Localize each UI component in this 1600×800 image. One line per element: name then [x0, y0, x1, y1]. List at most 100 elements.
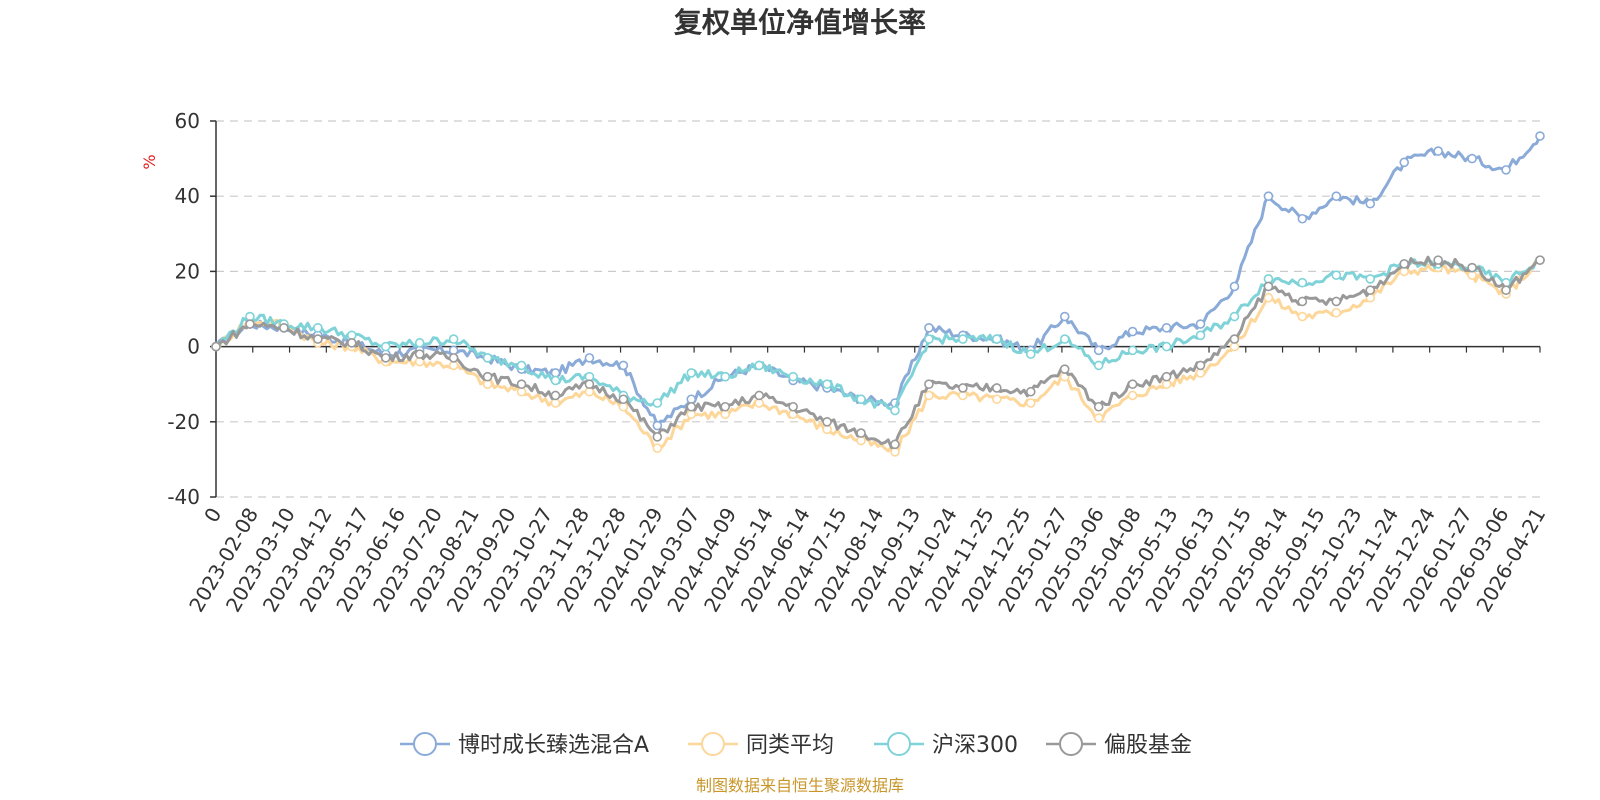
data-point: [584, 379, 595, 390]
data-point: [924, 322, 934, 333]
data-point: [414, 338, 425, 348]
data-point: [856, 394, 866, 405]
series-line-1: [215, 258, 1541, 454]
data-point: [1331, 307, 1342, 318]
data-point: [482, 353, 493, 363]
data-point: [1535, 255, 1545, 265]
data-point: [550, 390, 561, 401]
data-point: [1467, 262, 1477, 273]
data-point: [1297, 277, 1308, 288]
data-point: [1093, 360, 1104, 371]
data-point: [1127, 326, 1138, 337]
data-point: [924, 390, 934, 401]
data-point: [788, 371, 798, 382]
data-point: [516, 360, 527, 371]
data-point: [1365, 198, 1376, 209]
legend-marker-1: [701, 732, 725, 756]
data-point: [1127, 390, 1138, 401]
data-point: [992, 334, 1002, 344]
data-point: [652, 443, 663, 453]
data-point: [1127, 379, 1138, 390]
data-point: [1229, 311, 1240, 322]
data-point: [516, 379, 527, 390]
legend: 博时成长臻选混合A 同类平均 沪深300 偏股基金: [400, 732, 1192, 758]
legend-marker-2: [887, 732, 911, 756]
data-point: [720, 401, 731, 412]
ytick-label-0: 0: [187, 335, 200, 359]
data-point: [652, 398, 663, 408]
data-point: [1433, 146, 1443, 156]
legend-marker-0: [413, 732, 437, 756]
data-point: [890, 405, 900, 416]
data-point: [1297, 311, 1308, 322]
data-point: [1263, 281, 1274, 292]
data-point: [1025, 349, 1036, 359]
source-note: 制图数据来自恒生聚源数据库: [696, 776, 904, 795]
data-point: [1263, 292, 1274, 303]
data-point: [1365, 274, 1376, 284]
data-point: [279, 322, 289, 333]
series-line-3: [214, 255, 1541, 450]
chart-title: 复权单位净值增长率: [674, 6, 926, 39]
data-point: [788, 401, 798, 412]
data-point: [1535, 131, 1545, 141]
data-point: [1059, 311, 1070, 322]
ytick-label-20: 20: [175, 259, 200, 283]
grid-layer: [216, 120, 1540, 498]
data-point: [1059, 334, 1070, 344]
data-point: [1161, 341, 1172, 352]
data-point: [924, 334, 934, 344]
data-point: [958, 334, 968, 344]
data-point: [1195, 360, 1206, 371]
data-point: [754, 390, 764, 401]
data-point: [924, 379, 934, 390]
legend-label-1: 同类平均: [746, 733, 834, 758]
legend-label-2: 沪深300: [932, 733, 1018, 758]
data-point: [652, 420, 663, 431]
data-point: [890, 439, 900, 450]
data-point: [1331, 296, 1342, 307]
data-point: [313, 334, 323, 344]
data-point: [686, 401, 697, 412]
data-point: [448, 334, 459, 344]
data-point: [856, 428, 866, 438]
data-point: [686, 368, 697, 378]
legend-label-3: 偏股基金: [1104, 733, 1192, 758]
data-point: [482, 371, 493, 382]
series-line-2: [215, 258, 1541, 412]
data-point: [1059, 364, 1070, 374]
data-point: [1093, 401, 1104, 412]
data-point: [1025, 386, 1036, 397]
legend-label-0: 博时成长臻选混合A: [458, 733, 649, 758]
ytick-label--40: -40: [167, 485, 200, 509]
data-point: [550, 375, 561, 386]
xtick-label: 0: [199, 504, 226, 527]
data-point: [992, 394, 1002, 405]
data-point: [1297, 213, 1308, 224]
y-axis-unit: %: [140, 154, 159, 169]
data-point: [1161, 371, 1172, 382]
data-point: [618, 394, 629, 405]
data-point: [1263, 191, 1274, 201]
data-point: [1399, 157, 1410, 168]
axis-layer: -40-20020406002023-02-082023-03-102023-0…: [167, 109, 1550, 616]
data-point: [1399, 259, 1410, 269]
data-point: [1331, 270, 1342, 280]
data-point: [822, 379, 832, 390]
data-point: [211, 341, 221, 352]
data-point: [1331, 191, 1342, 201]
data-point: [1433, 255, 1443, 265]
data-point: [992, 383, 1002, 393]
legend-marker-3: [1059, 732, 1083, 756]
data-point: [822, 416, 832, 427]
data-point: [1093, 413, 1104, 423]
data-point: [1195, 330, 1206, 341]
data-point: [1195, 319, 1206, 329]
series-line-0: [214, 135, 1542, 428]
data-point: [618, 360, 629, 371]
data-point: [380, 353, 391, 363]
data-point: [1501, 285, 1511, 296]
data-point: [1093, 345, 1104, 356]
data-point: [313, 322, 323, 333]
